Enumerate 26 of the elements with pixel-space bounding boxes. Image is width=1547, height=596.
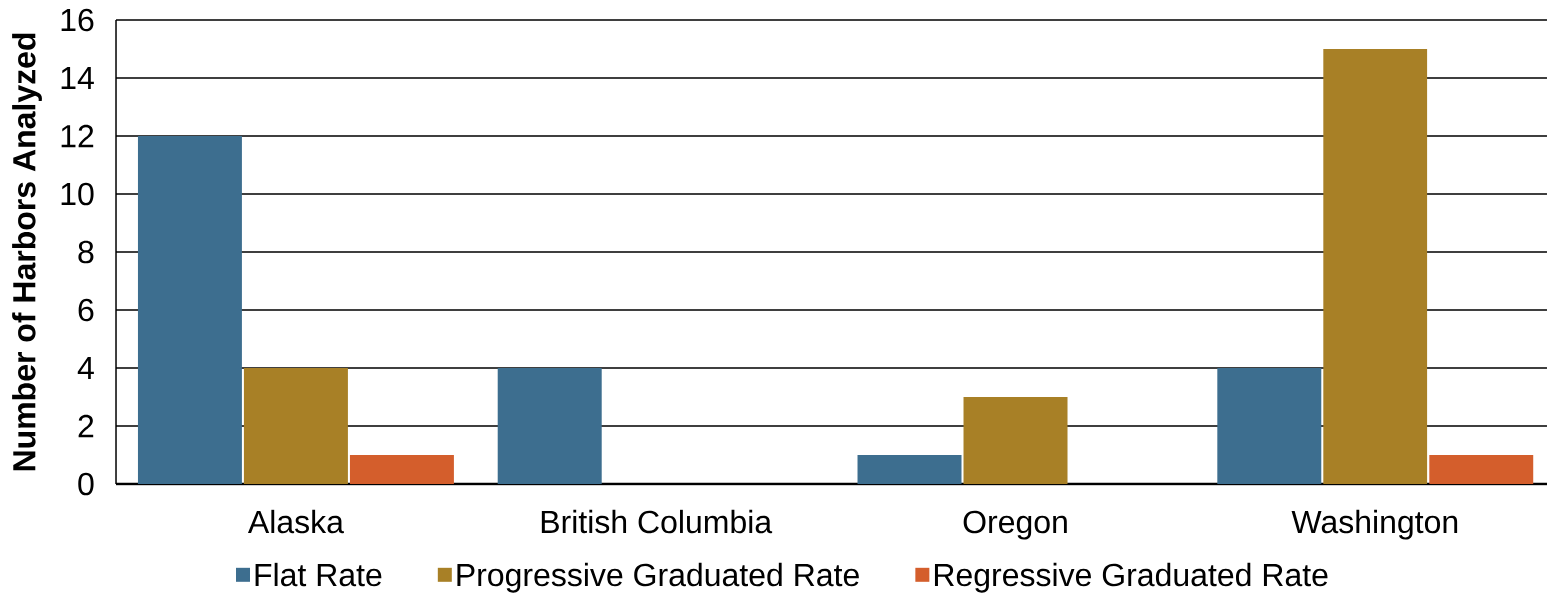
y-axis-title: Number of Harbors Analyzed [12, 33, 42, 471]
bar [497, 367, 602, 484]
y-tick-label: 4 [77, 356, 94, 379]
bar [349, 454, 454, 484]
y-tick-label: 2 [78, 414, 94, 438]
bar [137, 135, 242, 484]
x-tick-label: Washington [1291, 509, 1458, 540]
bar [857, 454, 962, 484]
legend-label: Progressive Graduated Rate [457, 562, 859, 593]
bar [1323, 48, 1428, 484]
y-tick-label: 8 [78, 240, 94, 264]
y-tick-label: 10 [61, 182, 94, 206]
y-tick-label: 14 [61, 67, 94, 89]
bar [1429, 454, 1534, 484]
y-tick-label: 12 [61, 124, 94, 148]
legend-label: Flat Rate [255, 562, 382, 587]
bar [963, 396, 1068, 484]
y-tick-label: 16 [61, 8, 94, 32]
x-tick-label: Oregon [963, 510, 1067, 540]
bar [1217, 367, 1322, 484]
y-tick-label: 0 [78, 472, 94, 496]
legend-label: Regressive Graduated Rate [934, 562, 1328, 593]
y-tick-label: 6 [78, 298, 94, 322]
bar [243, 367, 348, 484]
x-tick-label: British Columbia [541, 509, 773, 534]
x-tick-label: Alaska [247, 509, 344, 534]
